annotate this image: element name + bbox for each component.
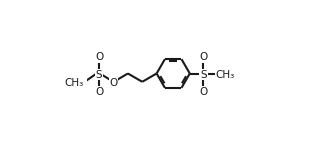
Text: CH₃: CH₃ bbox=[216, 70, 235, 80]
Text: CH₃: CH₃ bbox=[65, 78, 84, 88]
Text: O: O bbox=[95, 87, 103, 97]
Text: O: O bbox=[199, 87, 208, 97]
Text: O: O bbox=[95, 52, 103, 62]
Text: S: S bbox=[96, 70, 102, 80]
Text: S: S bbox=[200, 70, 207, 80]
Text: O: O bbox=[199, 52, 208, 62]
Text: O: O bbox=[109, 78, 118, 88]
